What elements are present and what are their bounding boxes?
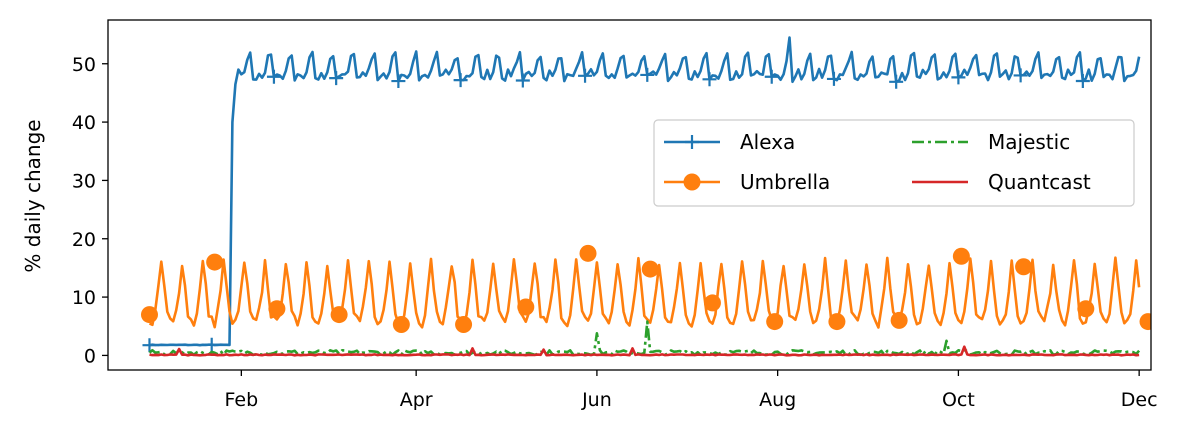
x-tick-label: Oct [942, 389, 975, 411]
legend: Alexa Umbrella Majestic Quantcast [653, 119, 1135, 207]
x-axis: Feb Apr Jun Aug Oct Dec [225, 370, 1158, 411]
umbrella-marker [828, 313, 846, 331]
umbrella-marker [140, 306, 158, 324]
y-axis: 0 10 20 30 40 50 [72, 54, 108, 367]
alexa-marker [515, 73, 530, 88]
umbrella-marker [268, 300, 286, 318]
series-line-majestic [148, 320, 1141, 357]
legend-label-umbrella: Umbrella [740, 170, 830, 194]
x-tick-label: Jun [581, 389, 612, 411]
legend-marker-alexa [685, 135, 699, 149]
x-tick-label: Aug [759, 389, 796, 411]
x-tick-label: Feb [225, 389, 259, 411]
umbrella-marker [579, 244, 597, 262]
x-tick-label: Apr [400, 389, 433, 411]
umbrella-marker [952, 247, 970, 265]
umbrella-marker [1139, 313, 1151, 331]
y-tick-label: 40 [72, 112, 96, 134]
plot-frame [107, 19, 1152, 371]
alexa-marker [204, 337, 219, 352]
y-tick-label: 20 [72, 229, 96, 251]
umbrella-marker [330, 306, 348, 324]
umbrella-marker [517, 298, 535, 316]
plot-area [140, 36, 1151, 357]
umbrella-marker [1015, 258, 1033, 276]
legend-box [653, 119, 1135, 207]
alexa-marker [453, 73, 468, 88]
umbrella-marker [206, 253, 224, 271]
series-line-alexa [149, 36, 1141, 347]
umbrella-marker [1077, 300, 1095, 318]
umbrella-marker [890, 311, 908, 329]
umbrella-marker [766, 313, 784, 331]
umbrella-marker [392, 316, 410, 333]
y-tick-label: 30 [72, 170, 96, 192]
alexa-marker [391, 74, 406, 89]
alexa-marker [1013, 68, 1028, 83]
y-tick-label: 50 [72, 54, 96, 76]
alexa-marker [951, 70, 966, 85]
umbrella-marker [455, 316, 473, 333]
legend-label-alexa: Alexa [740, 130, 795, 154]
alexa-marker [764, 69, 779, 84]
alexa-marker [329, 71, 344, 86]
umbrella-marker [641, 260, 659, 278]
legend-label-majestic: Majestic [988, 130, 1070, 154]
y-tick-label: 10 [72, 287, 96, 309]
series-line-umbrella [148, 256, 1141, 329]
y-axis-label: % daily change [21, 119, 45, 272]
legend-marker-umbrella [683, 173, 701, 191]
alexa-marker [578, 68, 593, 83]
alexa-marker [702, 72, 717, 87]
y-tick-label: 0 [84, 345, 96, 367]
x-tick-label: Dec [1121, 389, 1158, 411]
umbrella-marker [703, 294, 721, 312]
alexa-marker [142, 338, 157, 353]
series-line-quantcast [149, 345, 1140, 357]
alexa-marker [1075, 74, 1090, 89]
alexa-marker [889, 74, 904, 89]
legend-label-quantcast: Quantcast [988, 170, 1091, 194]
alexa-marker [266, 69, 281, 84]
alexa-marker [826, 71, 841, 86]
alexa-marker [640, 67, 655, 82]
